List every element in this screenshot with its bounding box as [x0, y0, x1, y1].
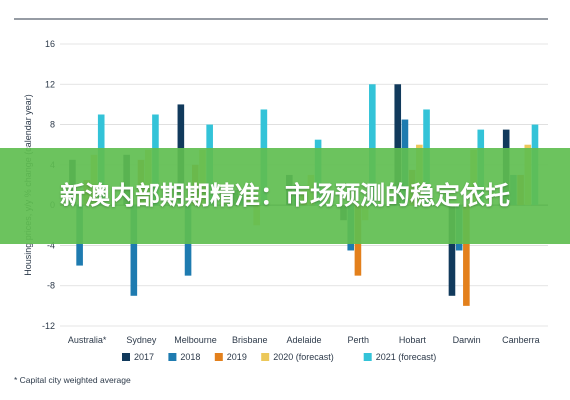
bar-perth-2021 [369, 84, 376, 206]
y-tick-label: 12 [45, 79, 55, 89]
x-tick-label: Adelaide [286, 335, 321, 345]
legend-label: 2019 [227, 352, 247, 362]
legend-swatch [363, 353, 372, 361]
x-tick-label: Canberra [502, 335, 540, 345]
bar-darwin-2017 [448, 205, 456, 296]
legend-swatch [214, 353, 223, 361]
bar-sydney-2018 [130, 205, 138, 296]
x-tick-label: Darwin [453, 335, 481, 345]
footnote: * Capital city weighted average [14, 375, 131, 385]
legend-label: 2018 [180, 352, 200, 362]
x-tick-label: Melbourne [174, 335, 217, 345]
legend-label: 2021 (forecast) [376, 352, 437, 362]
banner-title: 新澳内部期期精准：市场预测的稳定依托 [59, 181, 510, 210]
bar-hobart-2017 [394, 84, 402, 206]
legend-label: 2020 (forecast) [273, 352, 334, 362]
x-tick-label: Sydney [126, 335, 157, 345]
x-tick-label: Hobart [399, 335, 427, 345]
bar-darwin-2019 [463, 205, 470, 306]
legend-swatch [168, 353, 177, 361]
x-tick-label: Perth [347, 335, 369, 345]
x-tick-label: Australia* [68, 335, 107, 345]
y-tick-label: -4 [47, 240, 55, 250]
legend-swatch [261, 353, 270, 361]
y-tick-label: 16 [45, 39, 55, 49]
overlay-banner: 新澳内部期期精准：市场预测的稳定依托 [0, 148, 570, 244]
y-tick-label: -12 [42, 321, 55, 331]
y-tick-label: -8 [47, 281, 55, 291]
legend-label: 2017 [134, 352, 154, 362]
legend-swatch [122, 353, 130, 361]
y-tick-label: 8 [50, 120, 55, 130]
x-tick-label: Brisbane [232, 335, 268, 345]
